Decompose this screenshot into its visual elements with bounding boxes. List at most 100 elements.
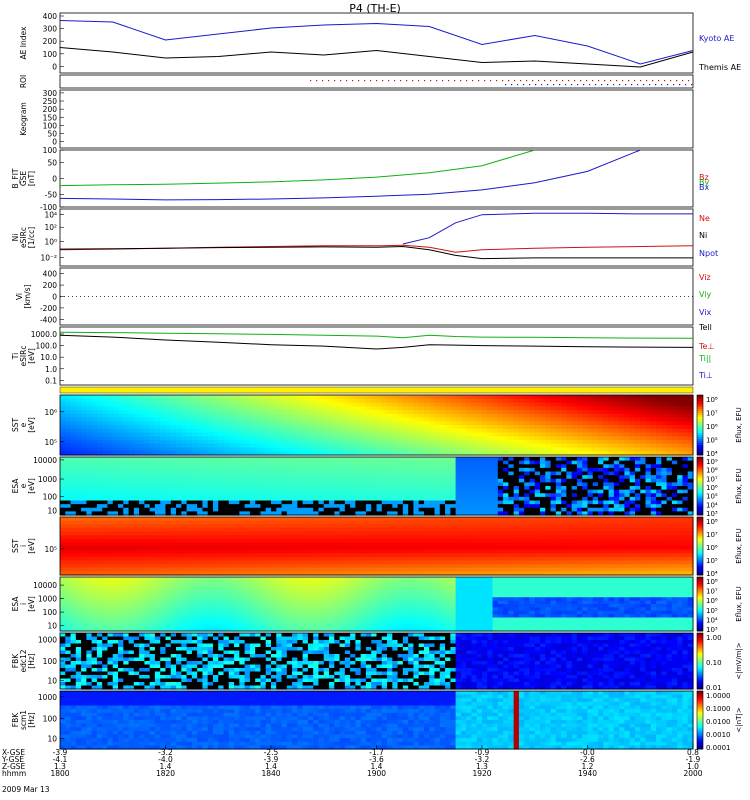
lines-6 xyxy=(59,331,694,350)
x-row-label: hhmm xyxy=(2,769,26,778)
x-tick-t: 1820 xyxy=(156,769,175,778)
panel-frame xyxy=(59,149,694,208)
x-tick-x: -0.0 xyxy=(580,748,595,757)
y-tick-label: 100 xyxy=(43,657,58,666)
spectrogram-esa_i xyxy=(60,577,694,632)
colorbar-sst_i: 10⁸ 10⁷ 10⁶ 10⁵ 10⁴ Eflux, EFU xyxy=(696,516,743,578)
spectrogram-fbk_e xyxy=(60,633,694,690)
panel-frame xyxy=(59,89,694,149)
x-tick-z: 1.3 xyxy=(476,762,488,771)
x-tick-t: 1920 xyxy=(472,769,491,778)
panel-roi: ROI xyxy=(19,74,694,89)
colorbar-tick-label: 10⁵ xyxy=(706,557,718,565)
legend-entry: Ti|| xyxy=(698,354,711,363)
y-tick-label: 10⁰ xyxy=(44,237,57,246)
y-axis-label: B_FIT xyxy=(11,168,20,188)
x-tick-y: -4.0 xyxy=(158,755,173,764)
panel-fbk_e: 1.00 0.10 0.01 <|mV/m|> 1000 100 10 FBK edc12 [Hz… xyxy=(11,632,743,692)
x-tick-t: 1800 xyxy=(50,769,69,778)
x-row-label: Y-GSE xyxy=(1,755,24,764)
colorbar-tick-label: 10⁴ xyxy=(706,450,718,458)
y-tick-label: 10 xyxy=(47,506,57,515)
y-tick-label: -400 xyxy=(40,315,57,324)
x-tick-t: 1940 xyxy=(578,769,597,778)
x-tick-z: 1.4 xyxy=(371,762,383,771)
colorbar-tick-label: 10⁹ xyxy=(706,458,718,466)
y-axis-label: AE Index xyxy=(19,26,28,59)
colorbar-tick-label: 10⁵ xyxy=(706,437,718,445)
panel-frame xyxy=(59,12,694,74)
y-axis-label: eSIRc xyxy=(19,227,28,248)
colorbar-fbk_e: 1.00 0.10 0.01 <|mV/m|> xyxy=(696,632,743,692)
spectrogram-esa_e xyxy=(60,457,694,516)
colorbar-tick-label: 10⁴ xyxy=(706,616,718,624)
y-axis-label: SST xyxy=(11,539,20,554)
y-axis-label: Keogram xyxy=(19,102,28,136)
x-tick-y: -3.6 xyxy=(369,755,384,764)
legend-entry: By xyxy=(699,178,709,187)
series-line xyxy=(59,331,694,339)
y-tick-label: 0 xyxy=(52,293,57,302)
y-tick-label: 100 xyxy=(43,492,58,501)
colorbar-tick-label: 10⁴ xyxy=(706,570,718,578)
x-tick-x: -0.9 xyxy=(475,748,490,757)
x-tick-z: 1.4 xyxy=(265,762,277,771)
panel-temperature: 1000.0 100.0 10.0 1.0 0.1 Ti eSIRc [eV] Tell Te⊥ T… xyxy=(11,323,714,386)
colorbar-tick-label: 0.10 xyxy=(706,659,722,667)
y-tick-label: -100 xyxy=(40,203,57,212)
lines-0 xyxy=(59,20,694,68)
x-tick-z: 1.3 xyxy=(54,762,66,771)
colorbar-tick-label: 10⁶ xyxy=(706,423,718,431)
x-tick-t: 2000 xyxy=(683,769,702,778)
colorbar-tick-label: 0.0100 xyxy=(706,718,731,726)
y-tick-label: 50 xyxy=(47,130,57,139)
y-axis-label: Ti xyxy=(11,353,20,360)
y-axis-label: [eV] xyxy=(27,478,36,494)
y-axis-label: GSE xyxy=(19,171,28,187)
colorbar-tick-label: 10³ xyxy=(706,626,718,634)
colorbar-tick-label: 0.0001 xyxy=(706,744,731,752)
legend-entry: Kyoto AE xyxy=(699,34,734,43)
y-tick-label: 10000 xyxy=(33,581,57,590)
colorbar-tick-label: 10⁸ xyxy=(706,518,718,526)
y-axis-label: FBK xyxy=(11,712,20,727)
y-tick-label: 1000 xyxy=(38,636,57,645)
lines-4 xyxy=(59,212,694,260)
y-tick-label: 1000 xyxy=(38,693,57,702)
panel-frame xyxy=(59,456,694,516)
colorbar-tick-label: 1.00 xyxy=(706,634,722,642)
y-axis-label: [km/s] xyxy=(23,284,32,308)
colorbar-tick-label: 10⁸ xyxy=(706,467,718,475)
spectrogram-sst_e xyxy=(60,395,694,456)
legend-entry: Ne xyxy=(699,214,710,223)
series-line xyxy=(59,149,535,187)
panel-frame xyxy=(59,394,694,456)
y-axis-label: [Hz] xyxy=(27,653,36,669)
y-tick-label: 250 xyxy=(43,97,58,106)
legend-entry: Npot xyxy=(699,249,718,258)
panel-ae: 400 300 200 100 0 AE Index Kyoto AE Themis AE xyxy=(19,12,741,74)
x-tick-x: -2.5 xyxy=(264,748,279,757)
x-row-label: X-GSE xyxy=(2,748,25,757)
y-tick-label: 150 xyxy=(43,113,58,122)
y-axis-label: [Hz] xyxy=(27,712,36,728)
colorbar-tick-label: 10⁶ xyxy=(706,597,718,605)
y-tick-label: 200 xyxy=(43,281,58,290)
x-tick-x: -3.9 xyxy=(53,748,68,757)
colorbar-tick-label: 0.1000 xyxy=(706,705,731,713)
y-tick-label: 10 xyxy=(47,622,57,631)
colorbar-tick-label: 10⁷ xyxy=(706,475,718,483)
y-tick-label: 10² xyxy=(44,223,57,232)
panel-frame xyxy=(59,516,694,576)
y-tick-label: 1000 xyxy=(38,595,57,604)
y-tick-label: -200 xyxy=(40,304,57,313)
x-tick-y: -4.1 xyxy=(53,755,68,764)
panel-frame xyxy=(59,576,694,632)
colorbar-tick-label: 10⁶ xyxy=(706,484,718,492)
legend-entry: Bz xyxy=(699,173,709,182)
